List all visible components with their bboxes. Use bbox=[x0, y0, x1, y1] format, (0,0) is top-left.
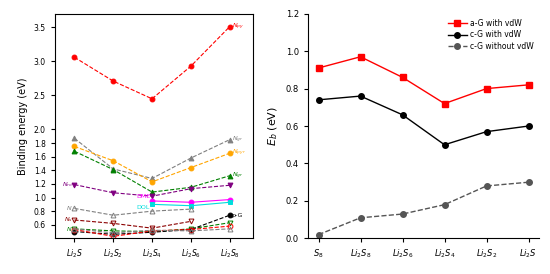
Text: $N$: $N$ bbox=[66, 225, 73, 233]
Text: $N$: $N$ bbox=[66, 204, 73, 212]
Text: DME: DME bbox=[136, 194, 150, 199]
Text: $N_{gr}$: $N_{gr}$ bbox=[232, 171, 243, 181]
Text: $N_{ro}$: $N_{ro}$ bbox=[62, 180, 73, 189]
Text: DOL: DOL bbox=[137, 205, 150, 210]
Text: p-G: p-G bbox=[232, 213, 243, 218]
Text: $N_s$: $N_s$ bbox=[64, 216, 73, 224]
Text: $N_{pyr}$: $N_{pyr}$ bbox=[232, 148, 246, 158]
Text: $N_{py}$: $N_{py}$ bbox=[232, 22, 244, 32]
Y-axis label: Binding energy (eV): Binding energy (eV) bbox=[18, 77, 28, 175]
Text: $N_{gr}$: $N_{gr}$ bbox=[232, 135, 243, 145]
Legend: a-G with vdW, c-G with vdW, c-G without vdW: a-G with vdW, c-G with vdW, c-G without … bbox=[446, 18, 535, 52]
Y-axis label: $E_b$ (eV): $E_b$ (eV) bbox=[267, 106, 280, 146]
